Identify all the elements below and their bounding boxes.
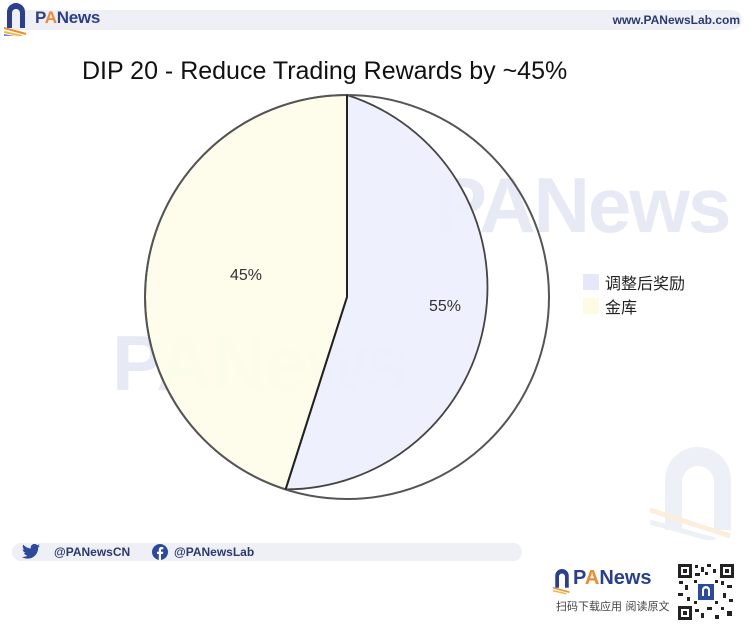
legend-item-treasury[interactable]: 金库	[583, 294, 685, 318]
slice-label-adjusted-rewards: 55%	[429, 298, 462, 315]
logo-a: A	[584, 567, 600, 589]
twitter-link[interactable]: @PANewsCN	[22, 544, 130, 559]
legend-label: 调整后奖励	[605, 274, 686, 293]
logo-suffix: News	[599, 567, 652, 589]
panews-logo-icon	[553, 569, 570, 595]
bottom-logo-text: PANews	[573, 567, 652, 590]
watermark-logo-icon	[650, 447, 731, 540]
legend-item-adjusted-rewards[interactable]: 调整后奖励	[583, 270, 685, 294]
slice-label-treasury: 45%	[230, 267, 263, 284]
legend-label: 金库	[605, 298, 638, 317]
panews-logo-icon	[4, 3, 27, 36]
watermark-text: PANews	[435, 161, 731, 249]
pie-slice-adjusted-rewards[interactable]	[284, 93, 489, 491]
footer-bar	[12, 543, 522, 561]
logo-prefix: P	[573, 567, 585, 589]
chart-title: DIP 20 - Reduce Trading Rewards by ~45%	[82, 57, 568, 85]
legend-swatch	[583, 298, 599, 314]
qr-code-icon[interactable]	[677, 563, 735, 621]
panews-logo-text: PANews	[35, 8, 100, 28]
logo-a: A	[44, 8, 57, 27]
logo-suffix: News	[56, 8, 101, 27]
facebook-icon	[152, 544, 168, 560]
site-url-link[interactable]: www.PANewsLab.com	[612, 13, 740, 27]
chart-legend: 调整后奖励 金库	[583, 270, 685, 318]
legend-swatch	[583, 274, 599, 290]
header-bar	[8, 10, 742, 30]
download-caption: 扫码下载应用 阅读原文	[556, 600, 670, 613]
facebook-link[interactable]: @PANewsLab	[152, 544, 254, 560]
facebook-handle: @PANewsLab	[174, 545, 255, 559]
logo-prefix: P	[35, 8, 45, 27]
twitter-icon	[22, 544, 40, 559]
twitter-handle: @PANewsCN	[54, 544, 131, 559]
